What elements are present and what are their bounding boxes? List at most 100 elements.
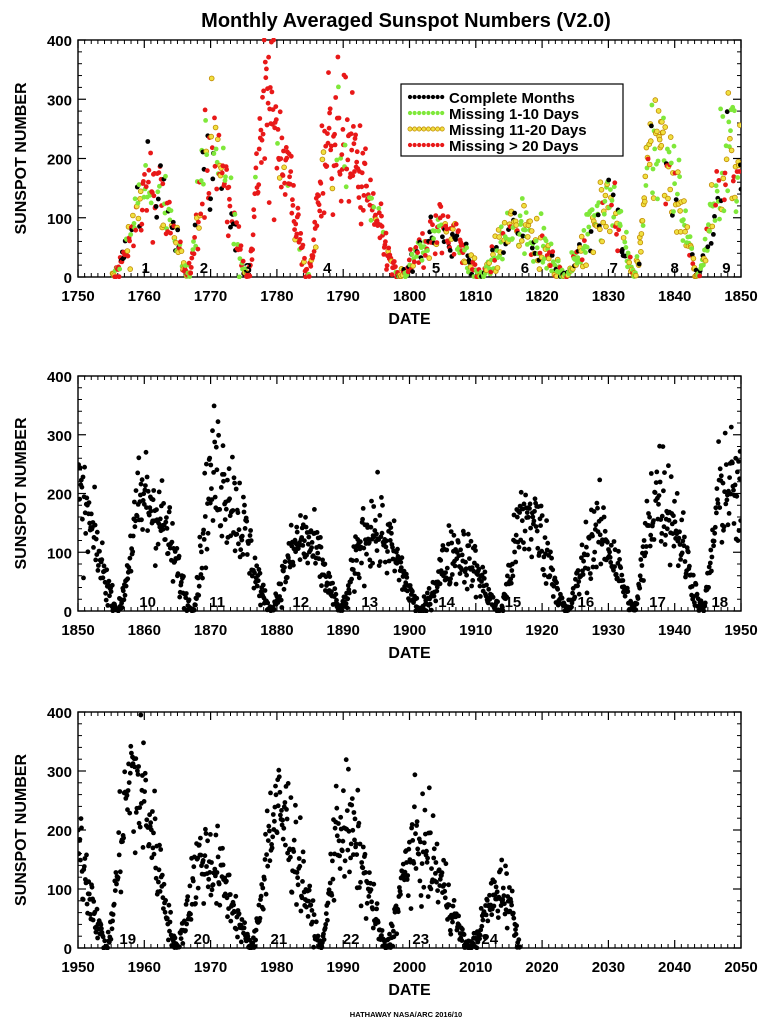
data-point xyxy=(642,173,649,180)
data-point xyxy=(266,200,272,206)
data-point xyxy=(492,257,498,263)
data-point xyxy=(250,247,256,253)
data-point xyxy=(640,223,646,229)
data-point xyxy=(164,916,170,921)
data-point xyxy=(78,857,83,863)
data-point xyxy=(294,902,299,907)
legend-label: Complete Months xyxy=(449,90,575,107)
data-point xyxy=(332,586,338,592)
data-point xyxy=(514,514,520,520)
data-point xyxy=(393,264,398,269)
data-point xyxy=(410,589,415,594)
data-point xyxy=(358,221,364,227)
data-point xyxy=(201,901,207,906)
data-point xyxy=(117,869,123,875)
data-point xyxy=(364,900,370,906)
data-point xyxy=(584,244,590,250)
data-point xyxy=(281,568,286,574)
data-point xyxy=(430,813,436,819)
data-point xyxy=(522,546,527,552)
data-point xyxy=(310,253,316,259)
data-point xyxy=(282,800,288,805)
data-point xyxy=(240,258,246,264)
data-point xyxy=(369,899,374,905)
data-point xyxy=(166,509,172,515)
data-point xyxy=(150,240,156,245)
data-point xyxy=(483,912,489,918)
data-point xyxy=(240,552,246,557)
data-point xyxy=(332,825,338,831)
data-point xyxy=(111,901,117,907)
data-point xyxy=(687,563,692,569)
data-point xyxy=(278,812,283,818)
data-point xyxy=(352,169,357,174)
data-point xyxy=(338,814,344,820)
data-point xyxy=(78,816,84,821)
data-point xyxy=(366,894,372,899)
data-point xyxy=(512,549,517,555)
data-point xyxy=(363,870,368,875)
data-point xyxy=(208,462,214,468)
data-point xyxy=(281,825,287,831)
data-point xyxy=(617,557,622,562)
data-point xyxy=(232,211,238,217)
data-point xyxy=(224,878,229,884)
data-point xyxy=(319,583,324,589)
data-point xyxy=(119,605,125,610)
data-point xyxy=(264,808,270,814)
data-point xyxy=(270,812,276,817)
data-point xyxy=(318,213,324,219)
data-point xyxy=(588,229,594,234)
data-point xyxy=(516,937,522,943)
data-point xyxy=(81,575,86,581)
data-point xyxy=(330,212,336,218)
data-point xyxy=(175,571,181,577)
data-point xyxy=(91,545,96,550)
data-point xyxy=(624,229,629,235)
data-point xyxy=(524,234,531,240)
data-point xyxy=(311,249,317,254)
data-point xyxy=(569,250,575,255)
data-point xyxy=(222,178,228,183)
data-point xyxy=(169,539,175,545)
data-point xyxy=(151,488,157,493)
data-point xyxy=(193,602,198,608)
data-point xyxy=(289,890,295,895)
cycle-number-label: 1 xyxy=(141,260,149,277)
data-point xyxy=(178,239,183,245)
data-point xyxy=(109,582,115,588)
data-point xyxy=(455,539,461,545)
data-point xyxy=(463,559,468,565)
data-point xyxy=(212,866,218,872)
data-point xyxy=(537,250,543,256)
data-point xyxy=(374,906,379,912)
data-point xyxy=(188,265,194,270)
data-point xyxy=(590,564,596,570)
data-point xyxy=(360,865,366,871)
data-point xyxy=(583,262,589,269)
data-point xyxy=(247,273,253,279)
data-point xyxy=(343,184,349,190)
data-point xyxy=(684,224,691,230)
data-point xyxy=(682,228,688,235)
data-point xyxy=(719,539,725,545)
data-point xyxy=(329,176,335,182)
data-point xyxy=(214,467,220,473)
data-point xyxy=(494,265,501,271)
data-point xyxy=(675,191,680,197)
x-tick-label: 1800 xyxy=(393,288,426,305)
data-point xyxy=(531,259,536,264)
data-point xyxy=(282,565,287,570)
data-point xyxy=(170,579,176,584)
data-point xyxy=(140,498,146,503)
data-point xyxy=(442,888,448,894)
data-points-group xyxy=(78,712,523,950)
data-point xyxy=(105,603,111,608)
data-point xyxy=(294,529,300,535)
data-point xyxy=(595,505,600,511)
data-point xyxy=(265,600,271,606)
data-point xyxy=(294,524,300,530)
data-point xyxy=(217,507,223,512)
data-point xyxy=(320,149,327,155)
